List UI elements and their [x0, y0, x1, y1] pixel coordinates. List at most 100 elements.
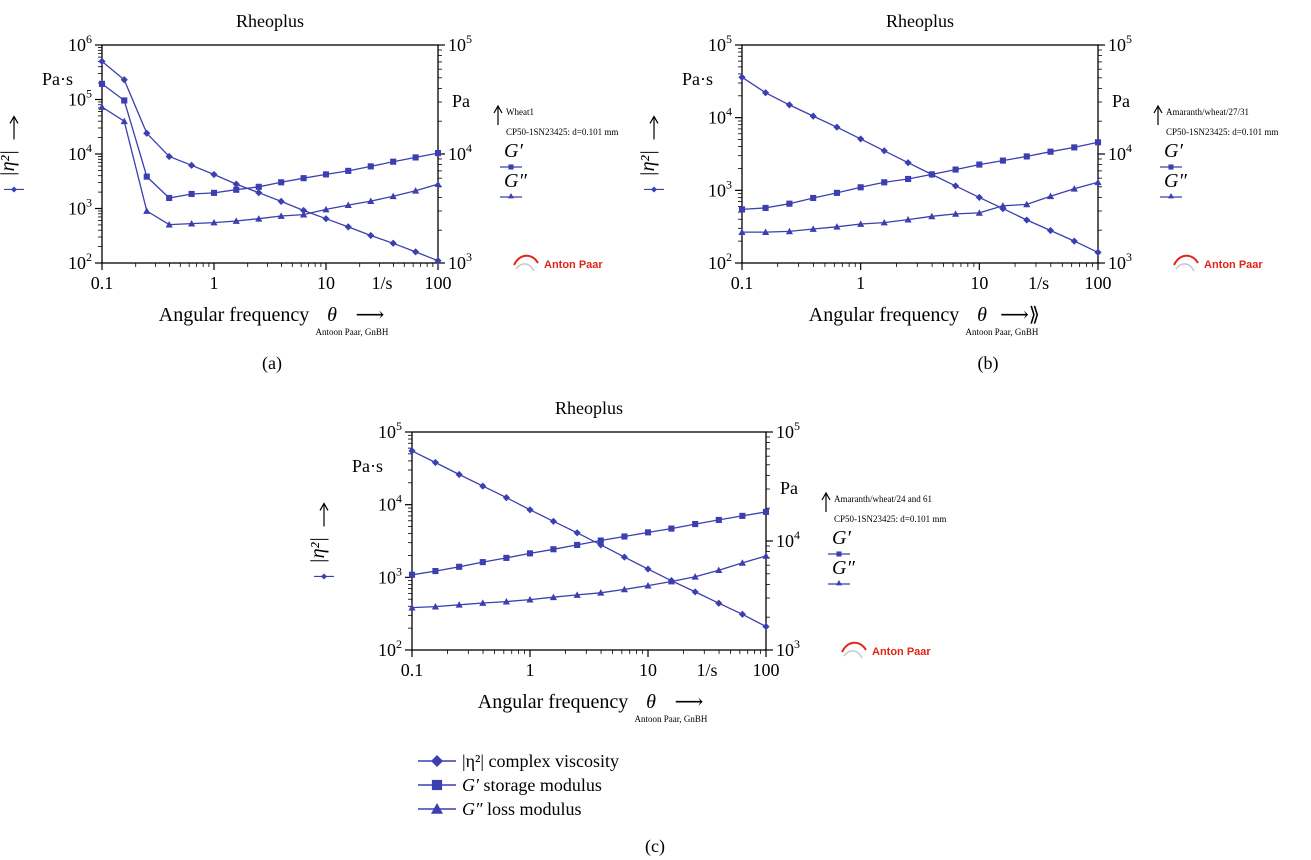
data-point-square: [621, 533, 628, 540]
data-point-square: [210, 189, 218, 196]
data-point-triangle: [597, 589, 605, 596]
data-point-square: [574, 541, 581, 549]
data-point-square: [739, 512, 746, 519]
logo-text: Anton Paar: [1204, 259, 1263, 271]
anton-paar-logo: Anton Paar: [513, 254, 603, 272]
y-left-arrowhead: [9, 115, 19, 124]
data-point-triangle: [408, 603, 416, 611]
data-point-diamond: [502, 494, 511, 502]
chart-title: Rheoplus: [555, 398, 623, 418]
data-point-triangle: [785, 227, 794, 235]
y-right-tick-label: 103: [776, 637, 800, 660]
data-point-square: [322, 171, 330, 178]
x-tick-label: 1/s: [696, 660, 717, 680]
data-point-triangle: [715, 566, 723, 574]
logo-swoosh: [1173, 254, 1199, 266]
data-point-diamond: [1023, 216, 1031, 224]
series-line: [101, 83, 439, 199]
x-axis-note: Antoon Paar, GnBH: [635, 714, 708, 724]
series-2: [98, 103, 442, 228]
y-right-arrowhead: [493, 104, 503, 114]
series-line: [742, 181, 1099, 233]
plot-frame: [411, 431, 767, 651]
y-right-label-gprime: G′: [504, 140, 523, 162]
data-point-square: [550, 546, 557, 553]
data-point-triangle: [975, 209, 983, 216]
data-point-square: [597, 537, 604, 544]
y-right-label-gdoubleprime: G″: [504, 170, 527, 192]
data-point-triangle: [526, 595, 534, 603]
data-point-square: [121, 97, 128, 104]
data-point-square: [166, 194, 173, 202]
data-point-triangle: [761, 228, 770, 236]
x-tick-label: 1/s: [371, 273, 392, 293]
data-point-diamond: [1046, 226, 1055, 235]
panel-label: (b): [978, 353, 999, 374]
series-line: [411, 511, 767, 576]
data-point-diamond: [715, 599, 723, 607]
chart-panel-a: Rheoplus 102 103 104 105 106 103 104 105 0.1 1 10 1/…: [0, 11, 618, 374]
y-left-tick-label: 106: [68, 32, 92, 55]
series-0: [98, 57, 442, 265]
chart-title: Rheoplus: [886, 11, 954, 31]
y-right-arrowhead: [821, 491, 831, 501]
series-1: [98, 80, 442, 202]
y-right-arrowhead: [1153, 104, 1163, 114]
y-right-tick-label: 104: [776, 528, 800, 551]
x-tick-label: 100: [1085, 273, 1112, 293]
data-point-square: [905, 175, 912, 183]
y-right-gprime-legend-marker: [508, 164, 514, 170]
data-point-triangle: [1046, 192, 1055, 200]
data-point-square: [503, 554, 510, 561]
data-point-diamond: [98, 57, 106, 66]
y-left-tick-label: 103: [378, 564, 402, 587]
y-left-unit: Pa·s: [42, 69, 73, 89]
data-point-diamond: [479, 482, 487, 490]
data-point-diamond: [1094, 248, 1102, 256]
data-point-square: [367, 163, 374, 170]
data-point-diamond: [210, 170, 218, 179]
y-right-tick-label: 105: [1108, 32, 1132, 55]
x-tick-label: 100: [753, 660, 780, 680]
logo-text: Anton Paar: [544, 259, 603, 271]
data-point-diamond: [952, 182, 960, 190]
data-point-triangle: [143, 207, 151, 214]
data-point-square: [715, 516, 722, 524]
panel-label: (a): [262, 353, 282, 374]
data-point-triangle: [809, 225, 817, 232]
y-right-tick-label: 105: [448, 32, 472, 55]
y-right-label-gprime: G′: [1164, 140, 1183, 162]
x-tick-label: 0.1: [401, 660, 424, 680]
y-left-unit: Pa·s: [352, 456, 383, 476]
logo-text: Anton Paar: [872, 646, 931, 658]
y-left-label: |η²|: [637, 150, 659, 177]
data-point-triangle: [232, 217, 240, 224]
y-right-tick-label: 104: [448, 141, 472, 164]
data-point-triangle: [389, 192, 397, 200]
data-point-triangle: [738, 559, 747, 566]
x-axis-note: Antoon Paar, GnBH: [966, 327, 1039, 337]
data-point-diamond: [880, 147, 888, 155]
data-point-triangle: [277, 212, 285, 219]
data-point-diamond: [738, 610, 747, 618]
data-point-square: [412, 154, 419, 161]
data-point-diamond: [322, 215, 330, 223]
data-point-triangle: [367, 197, 375, 204]
legend-marker-diamond: [431, 755, 443, 767]
y-right-tick-label: 103: [448, 250, 472, 273]
data-point-square: [526, 550, 534, 557]
data-point-square: [1023, 153, 1030, 160]
data-point-diamond: [761, 89, 770, 97]
data-point-square: [300, 175, 307, 182]
data-point-square: [857, 184, 864, 191]
legend-marker-triangle: [431, 803, 443, 814]
data-point-square: [188, 190, 195, 198]
data-point-square: [233, 186, 240, 193]
data-point-diamond: [975, 193, 983, 201]
y-left-tick-label: 103: [68, 196, 92, 219]
logo-swoosh-shadow: [843, 650, 863, 659]
data-point-diamond: [344, 223, 352, 231]
x-axis-symbol: θ: [977, 304, 987, 326]
legend-marker-square: [431, 779, 443, 791]
x-tick-label: 1: [856, 273, 865, 293]
